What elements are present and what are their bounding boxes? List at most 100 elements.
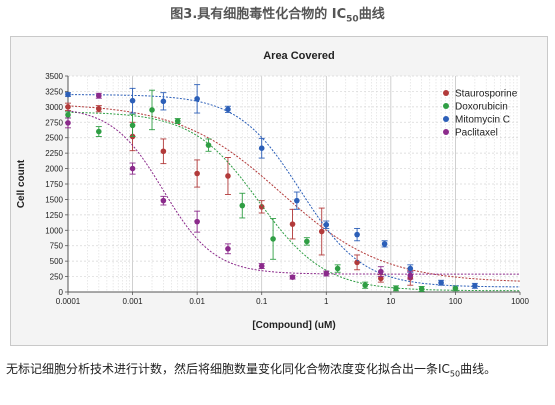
data-point	[160, 148, 167, 155]
figure-title-subscript: 50	[346, 14, 359, 25]
y-tick-label: 2000	[45, 165, 63, 174]
x-tick-label: 0.0001	[56, 297, 81, 306]
data-point	[258, 204, 265, 210]
data-point	[194, 170, 200, 177]
data-point	[205, 142, 212, 148]
legend-label: Mitomycin C	[455, 115, 510, 126]
series-mitomycin-c	[65, 84, 521, 289]
y-tick-label: 2500	[45, 134, 63, 143]
y-tick-label: 250	[50, 273, 64, 282]
chart-title: Area Covered	[263, 50, 335, 62]
x-tick-label: 0.1	[256, 297, 268, 306]
legend-marker	[443, 129, 449, 135]
x-tick-label: 10	[386, 297, 395, 306]
legend-label: Doxorubicin	[455, 102, 508, 113]
data-point	[418, 286, 425, 292]
legend-marker	[443, 103, 449, 109]
data-point	[96, 92, 102, 99]
data-point	[174, 118, 181, 124]
data-point	[225, 106, 231, 113]
data-point	[378, 275, 384, 282]
y-tick-label: 1000	[45, 226, 63, 235]
data-point	[96, 128, 102, 135]
data-point	[149, 107, 155, 113]
fit-curve	[67, 110, 520, 275]
y-tick-label: 1750	[45, 180, 63, 189]
ic50-chart: 0 250 500 750 1000 1250 1500 1750 2000 2250 2500 27…	[16, 50, 529, 331]
x-tick-label: 1	[324, 297, 329, 306]
legend-label: Paclitaxel	[455, 128, 498, 139]
data-point	[362, 282, 368, 289]
y-tick-label: 2250	[45, 149, 63, 158]
legend-label: Staurosporine	[455, 89, 518, 100]
x-tick-label: 100	[449, 297, 463, 306]
y-tick-label: 500	[50, 257, 64, 266]
fit-curve	[67, 105, 521, 282]
data-point	[160, 98, 167, 105]
y-tick-label: 2750	[45, 118, 63, 127]
x-tick-label: 0.001	[123, 297, 144, 306]
y-tick-label: 1500	[45, 195, 63, 204]
data-point	[270, 236, 276, 242]
data-point	[96, 105, 102, 112]
data-point	[381, 241, 388, 247]
data-point	[225, 173, 231, 179]
data-point	[294, 197, 300, 204]
data-point	[129, 97, 136, 104]
data-point	[129, 122, 136, 129]
grid-lines	[67, 75, 520, 293]
series-doxorubicin	[65, 89, 520, 292]
data-point	[452, 285, 459, 292]
y-tick-label: 1250	[45, 211, 63, 220]
data-point	[304, 238, 310, 245]
fit-curve	[67, 94, 521, 288]
data-point	[65, 120, 71, 126]
legend: Staurosporine Doxorubicin Mitomycin C Pacli…	[443, 89, 518, 139]
data-point	[258, 263, 265, 269]
y-tick-label: 0	[59, 288, 64, 297]
y-tick-label: 3500	[45, 72, 63, 81]
data-point	[393, 285, 399, 292]
data-point	[323, 221, 330, 228]
x-tick-label: 1000	[511, 297, 529, 306]
data-point	[239, 202, 246, 209]
series-paclitaxel	[65, 92, 520, 280]
y-tick-label: 750	[50, 242, 64, 251]
fit-curve	[67, 111, 520, 292]
data-point	[323, 270, 330, 277]
legend-marker	[443, 90, 449, 96]
y-tick-label: 3250	[45, 87, 63, 96]
data-point	[160, 197, 167, 204]
y-axis-label: Cell count	[16, 159, 27, 208]
data-point	[407, 272, 414, 279]
data-point	[354, 231, 360, 238]
data-point	[225, 246, 231, 252]
data-point	[289, 274, 296, 280]
data-point	[407, 265, 414, 272]
caption-subscript: 50	[449, 369, 461, 379]
y-tick-label: 3000	[45, 103, 63, 112]
figure-title-main: 图3.具有细胞毒性化合物的 IC	[170, 7, 347, 22]
caption-text: 无标记细胞分析技术进行计数，然后将细胞数量变化同化合物浓度变化拟合出一条IC	[6, 362, 450, 376]
data-point	[334, 265, 341, 272]
data-point	[65, 104, 71, 110]
x-axis-label: [Compound] (uM)	[252, 320, 335, 331]
figure-title: 图3.具有细胞毒性化合物的 IC50曲线	[0, 3, 555, 25]
data-point	[258, 145, 265, 152]
figure-title-tail: 曲线	[358, 7, 385, 22]
data-point	[65, 91, 71, 98]
data-point	[289, 221, 296, 227]
legend-marker	[443, 116, 449, 122]
data-point	[378, 268, 384, 275]
data-point	[194, 218, 200, 225]
x-tick-label: 0.01	[189, 297, 205, 306]
series-staurosporine	[65, 102, 521, 286]
figure-caption: 无标记细胞分析技术进行计数，然后将细胞数量变化同化合物浓度变化拟合出一条IC50…	[6, 360, 548, 383]
data-point	[194, 96, 200, 102]
data-point	[472, 283, 478, 289]
data-point	[438, 279, 444, 286]
data-point	[318, 228, 325, 235]
data-point	[129, 165, 136, 172]
caption-tail: 曲线。	[460, 362, 497, 376]
data-point	[65, 112, 71, 118]
